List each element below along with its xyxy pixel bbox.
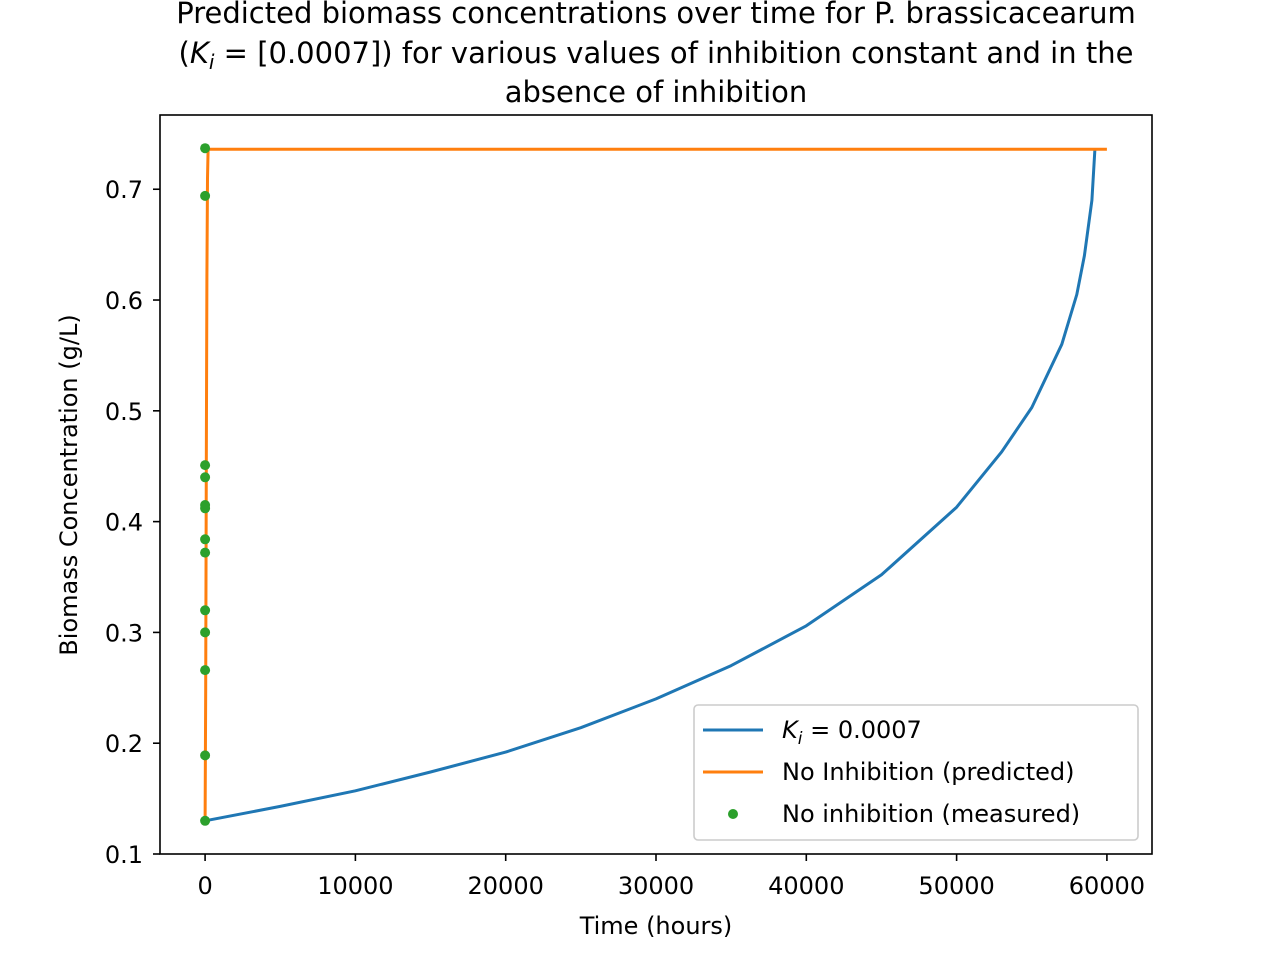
- x-tick-label: 60000: [1069, 872, 1145, 900]
- chart-title: Predicted biomass concentrations over ti…: [176, 0, 1136, 109]
- data-point: [200, 500, 211, 510]
- data-point: [200, 534, 211, 545]
- data-point: [200, 460, 211, 471]
- x-tick-label: 30000: [618, 872, 694, 900]
- y-axis-ticks: 0.1 0.2 0.3 0.4 0.5 0.6 0.7: [105, 176, 160, 869]
- x-axis-ticks: 0 10000 20000 30000 40000 50000 60000: [197, 854, 1145, 900]
- legend-label-no-inhibition-measured: No inhibition (measured): [782, 800, 1080, 828]
- x-tick-label: 40000: [768, 872, 844, 900]
- data-point: [200, 547, 211, 558]
- y-tick-label: 0.1: [105, 841, 143, 869]
- y-tick-label: 0.6: [105, 287, 143, 315]
- y-axis-label: Biomass Concentration (g/L): [55, 314, 83, 655]
- x-tick-label: 10000: [317, 872, 393, 900]
- x-tick-label: 0: [197, 872, 212, 900]
- series-line-0: [204, 149, 1097, 823]
- legend: Ki = 0.0007 No Inhibition (predicted) No…: [693, 704, 1139, 841]
- x-axis-label: Time (hours): [579, 912, 733, 940]
- data-point: [200, 665, 211, 676]
- y-tick-label: 0.3: [105, 619, 143, 647]
- y-tick-label: 0.4: [105, 509, 143, 537]
- title-line-3: absence of inhibition: [505, 75, 808, 109]
- y-tick-label: 0.7: [105, 176, 143, 204]
- data-point: [200, 190, 211, 201]
- data-point: [200, 627, 211, 638]
- series-line-1: [203, 147, 1107, 821]
- data-point: [200, 472, 211, 483]
- legend-box: [693, 704, 1139, 841]
- data-point: [200, 815, 211, 826]
- y-tick-label: 0.5: [105, 398, 143, 426]
- title-line-1: Predicted biomass concentrations over ti…: [176, 0, 1136, 30]
- y-tick-label: 0.2: [105, 730, 143, 758]
- data-point: [200, 605, 211, 616]
- legend-label-ki: Ki = 0.0007: [782, 716, 922, 749]
- legend-swatch-no-inhibition-measured: [728, 809, 738, 819]
- data-point: [200, 750, 211, 761]
- data-point: [200, 143, 211, 154]
- x-tick-label: 50000: [918, 872, 994, 900]
- x-tick-label: 20000: [468, 872, 544, 900]
- series-layer: [200, 143, 1107, 826]
- title-line-2: (Ki = [0.0007]) for various values of in…: [179, 36, 1134, 74]
- legend-label-no-inhibition-predicted: No Inhibition (predicted): [782, 758, 1075, 786]
